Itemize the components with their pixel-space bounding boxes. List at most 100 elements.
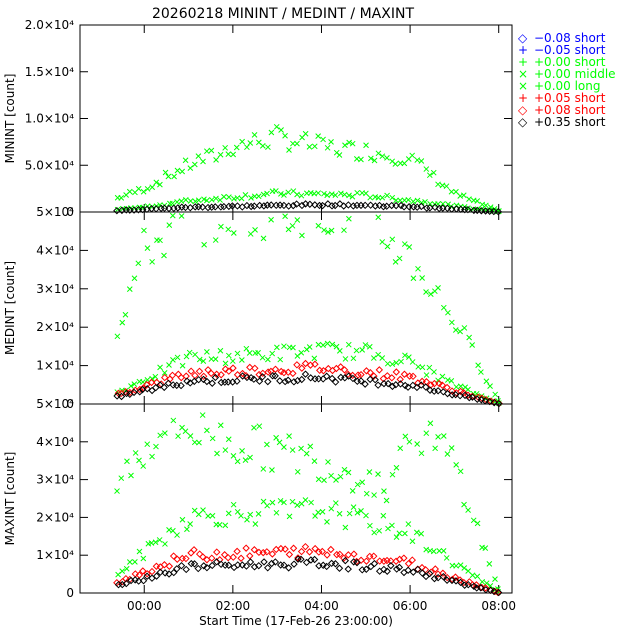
data-point--0-35-short (297, 555, 305, 563)
data-point--0-35-short (328, 374, 336, 383)
data-point--0-00-long (144, 441, 151, 448)
data-point--0-00-middle (200, 358, 207, 365)
data-point--0-08-short (225, 367, 233, 375)
data-point--0-00-long (402, 433, 409, 440)
data-point--0-08-short (388, 374, 396, 382)
data-point--0-00-long (166, 222, 173, 228)
data-point--0-35-short (302, 558, 311, 567)
data-point--0-35-short (485, 397, 494, 406)
data-point--0-08-short (438, 381, 447, 389)
data-point--0-35-short (409, 381, 417, 390)
y-tick-label: 3×10⁴ (36, 473, 74, 487)
data-point--0-00-middle (136, 548, 143, 555)
data-point--0-08-short (396, 375, 404, 384)
data-point--0-35-short (315, 201, 324, 210)
data-point--0-35-short (170, 568, 178, 577)
data-point--0-35-short (160, 204, 169, 212)
data-point--0-00-middle (298, 192, 305, 199)
data-point--0-00-middle (203, 197, 210, 204)
data-point--0-35-short (426, 386, 434, 394)
data-point--0-00-middle (444, 377, 451, 383)
data-point--0-00-middle (371, 529, 378, 536)
data-point--0-35-short (371, 376, 379, 384)
data-point--0-00-middle (264, 356, 271, 363)
data-point--0-00-long (140, 188, 147, 195)
data-point--0-08-short (251, 364, 259, 373)
data-point--0-08-short (400, 554, 408, 562)
data-point--0-00-middle (363, 190, 369, 197)
data-point--0-35-short (443, 389, 452, 398)
data-point--0-00-long (461, 325, 468, 331)
data-point--0-08-short (199, 372, 208, 381)
data-point--0-00-middle (423, 372, 430, 378)
data-point--0-08-short (408, 556, 417, 564)
data-point--0-00-middle (126, 559, 133, 565)
data-point--0-35-short (310, 555, 319, 564)
data-point--0-00-long (242, 457, 249, 463)
data-point--0-08-short (190, 546, 198, 554)
data-point--0-00-middle (255, 349, 261, 356)
data-point--0-35-short (157, 204, 165, 213)
legend-label: +0.08 short (534, 103, 606, 117)
data-point--0-00-long (306, 144, 313, 150)
data-point--0-08-short (336, 363, 345, 371)
data-point--0-00-long (483, 202, 489, 209)
data-point--0-08-short (430, 379, 439, 388)
data-point--0-00-middle (315, 190, 322, 196)
data-point--0-08-short (451, 573, 460, 581)
data-point--0-35-short (322, 372, 331, 380)
legend-label: +0.00 short (534, 55, 606, 69)
data-point--0-00-middle (366, 343, 373, 350)
data-point--0-00-long (239, 138, 245, 145)
data-point--0-00-middle (426, 364, 433, 371)
data-point--0-35-short (344, 565, 352, 573)
data-point--0-00-long (119, 319, 126, 326)
data-point--0-00-long (294, 468, 301, 475)
data-point--0-00-middle (393, 534, 400, 540)
data-point--0-00-long (440, 433, 447, 439)
data-point--0-35-short (366, 201, 375, 209)
data-point--0-00-long (260, 235, 267, 242)
data-point--0-00-middle (328, 191, 335, 197)
data-point--0-00-middle (350, 355, 357, 362)
data-point--0-00-long (149, 258, 156, 265)
data-point--0-00-middle (221, 193, 227, 200)
data-point--0-00-middle (238, 357, 245, 363)
data-point--0-00-long (474, 198, 481, 204)
data-point--0-35-short (173, 565, 181, 573)
data-point--0-35-short (331, 560, 340, 568)
y-tick-label: 3×10⁴ (36, 282, 74, 296)
data-point--0-08-short (182, 554, 190, 563)
data-point--0-00-middle (273, 509, 280, 516)
data-point--0-08-short (340, 366, 349, 374)
data-point--0-00-long (379, 153, 386, 160)
data-point--0-35-short (292, 200, 301, 208)
data-point--0-00-middle (285, 189, 292, 196)
data-point--0-08-short (392, 368, 401, 376)
data-point--0-35-short (396, 380, 405, 388)
data-point--0-35-short (217, 378, 225, 387)
data-point--0-35-short (490, 398, 498, 407)
data-point--0-35-short (289, 201, 297, 210)
data-point--0-00-middle (346, 192, 352, 199)
data-point--0-08-short (250, 546, 259, 554)
data-point--0-35-short (439, 388, 448, 396)
data-point--0-00-middle (418, 530, 425, 537)
legend-label: +0.35 short (534, 115, 606, 129)
data-point--0-00-middle (174, 532, 180, 538)
data-point--0-00-long (325, 229, 331, 235)
data-point--0-00-long (264, 441, 270, 448)
data-point--0-00-long (453, 188, 459, 195)
data-point--0-35-short (212, 558, 221, 566)
data-point--0-00-long (375, 214, 382, 221)
data-point--0-08-short (233, 371, 242, 379)
data-point--0-00-long (435, 285, 441, 291)
data-point--0-08-short (370, 372, 378, 380)
data-point--0-00-long (273, 123, 280, 130)
data-point--0-35-short (264, 564, 272, 572)
data-point--0-00-long (157, 432, 164, 439)
data-point--0-35-short (243, 201, 251, 210)
data-point--0-00-long (384, 155, 390, 161)
data-point--0-00-middle (336, 510, 343, 517)
data-point--0-00-middle (440, 548, 447, 554)
